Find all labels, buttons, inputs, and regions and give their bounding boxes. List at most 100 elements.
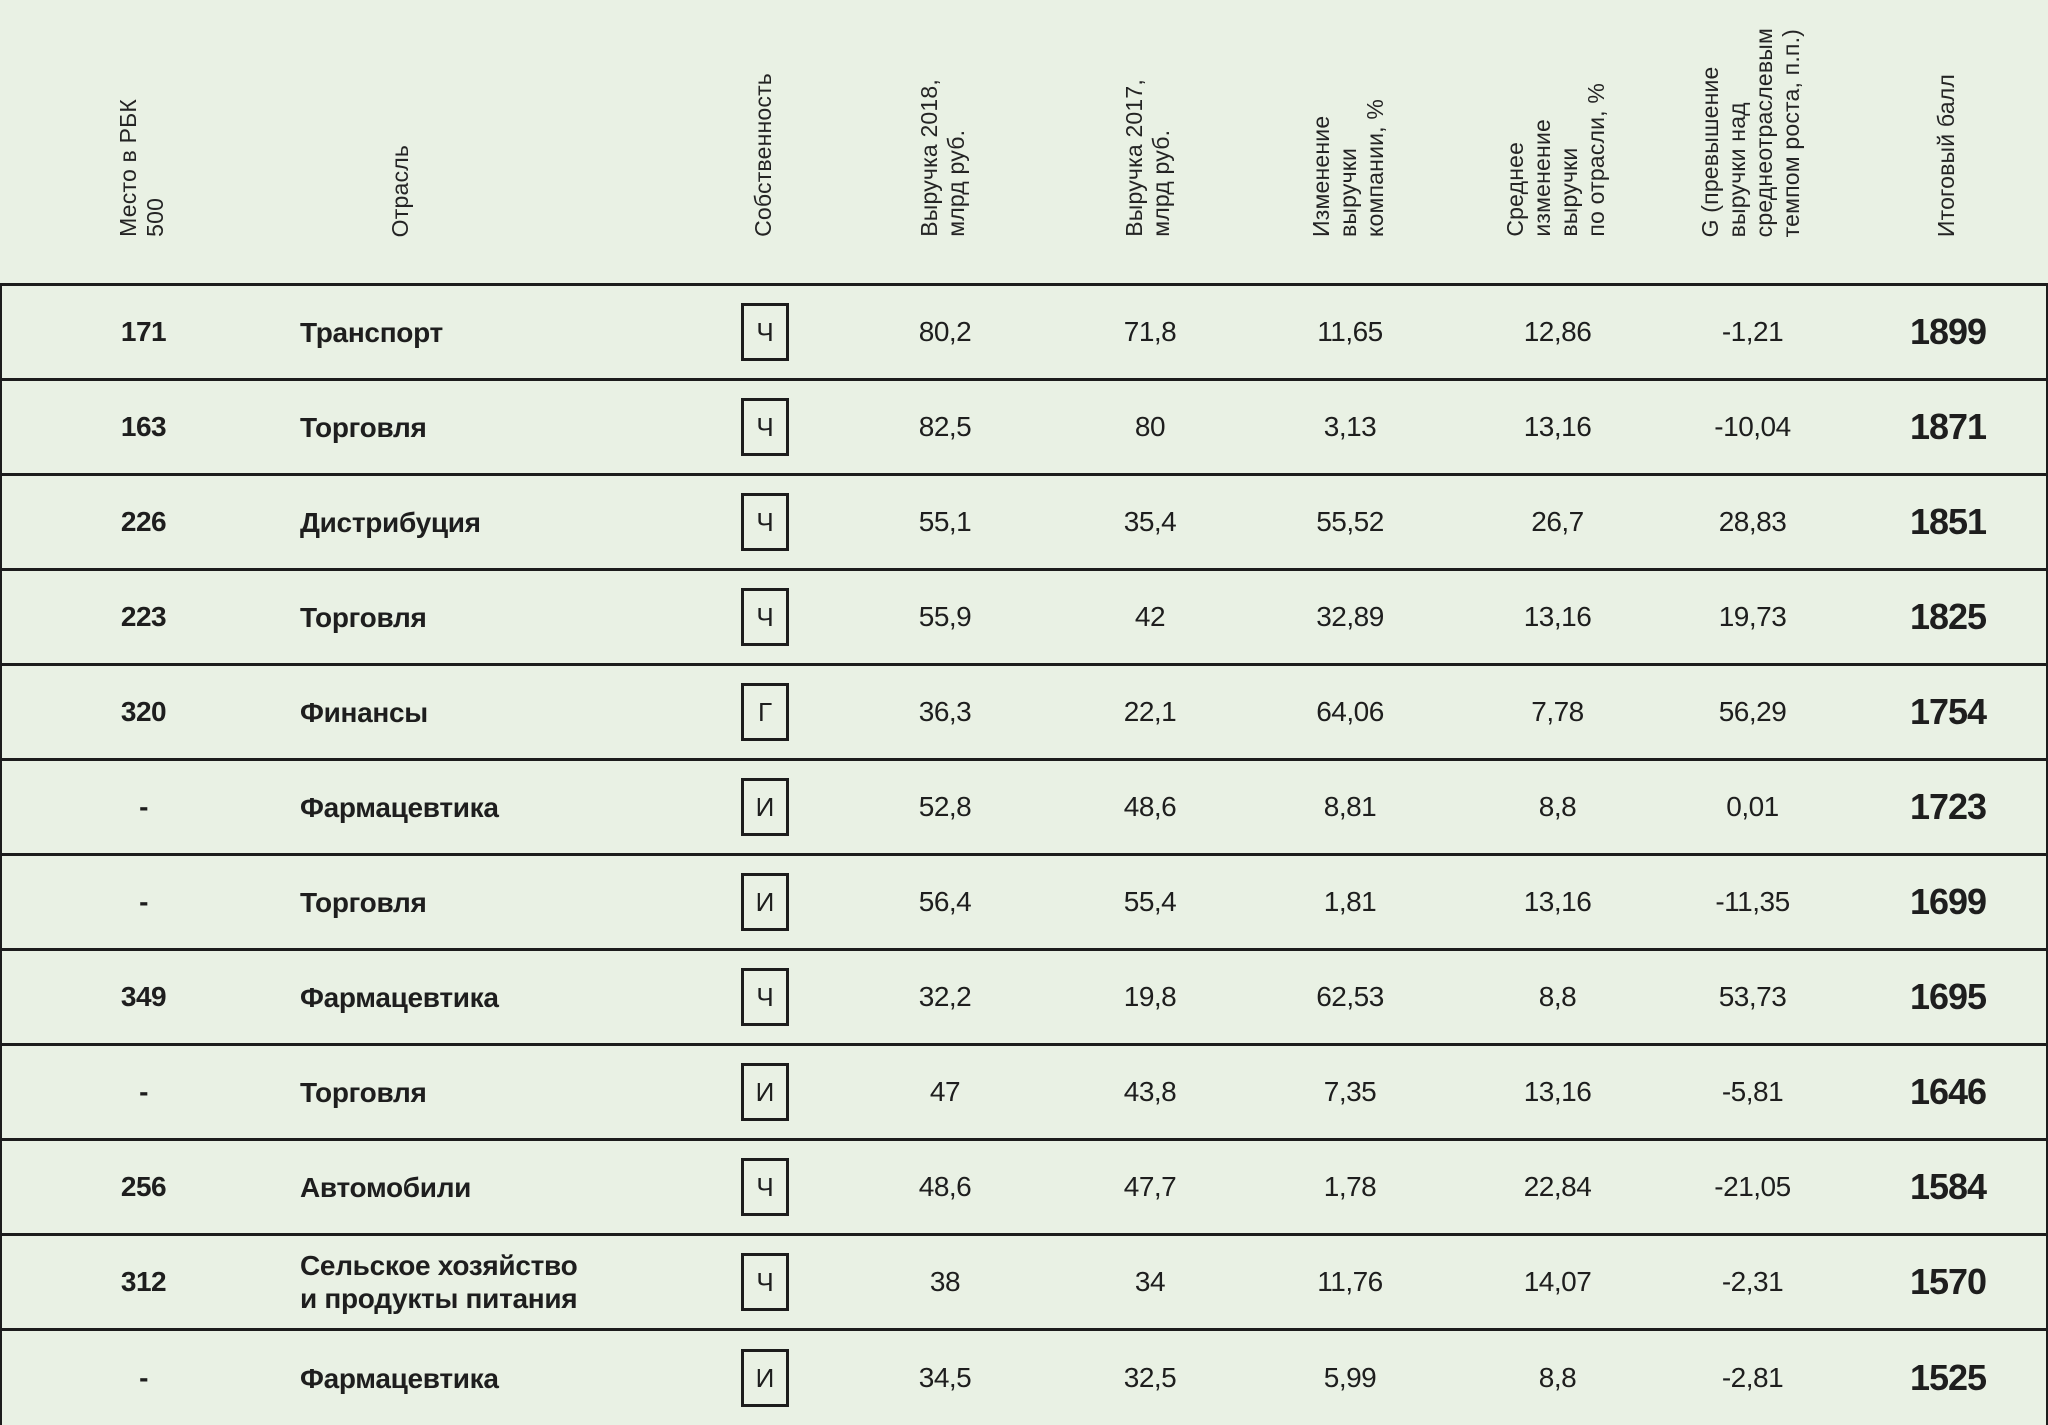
column-header-label: Изменение выручки компании, %	[1307, 99, 1388, 237]
revenue-2018-cell: 56,4	[918, 886, 972, 917]
ownership-cell: Ч	[700, 398, 830, 456]
revenue-2017-cell: 42	[1134, 601, 1166, 632]
total-score-cell: 1699	[1909, 881, 1987, 922]
column-header-label: Выручка 2017, млрд руб.	[1121, 79, 1174, 237]
table-row: - Торговля И 56,4 55,4 1,81 13,16 -11,35…	[2, 856, 2046, 951]
ownership-badge: И	[741, 778, 789, 836]
ownership-badge: Ч	[741, 398, 789, 456]
revenue-2017-cell: 48,6	[1123, 791, 1177, 822]
total-score-cell: 1570	[1909, 1261, 1987, 1302]
table-row: 226 Дистрибуция Ч 55,1 35,4 55,52 26,7 2…	[2, 476, 2046, 571]
g-excess-cell: 53,73	[1718, 981, 1787, 1012]
table-row: - Фармацевтика И 34,5 32,5 5,99 8,8 -2,8…	[2, 1331, 2046, 1425]
industry-cell: Торговля	[300, 411, 427, 443]
column-header-rank: Место в РБК 500	[0, 0, 283, 283]
g-excess-cell: -2,31	[1721, 1266, 1784, 1297]
table-row: 349 Фармацевтика Ч 32,2 19,8 62,53 8,8 5…	[2, 951, 2046, 1046]
g-excess-cell: 56,29	[1718, 696, 1787, 727]
ownership-cell: И	[700, 873, 830, 931]
rank-cell: 312	[120, 1266, 167, 1297]
rank-cell: -	[139, 886, 148, 917]
revenue-2017-cell: 55,4	[1123, 886, 1177, 917]
ownership-badge: И	[741, 1349, 789, 1407]
column-header-label: Собственность	[749, 73, 776, 237]
revenue-2018-cell: 38	[929, 1266, 961, 1297]
g-excess-cell: -1,21	[1721, 316, 1784, 347]
ownership-cell: И	[700, 1349, 830, 1407]
rank-cell: 226	[120, 506, 167, 537]
total-score-cell: 1646	[1909, 1071, 1987, 1112]
ownership-cell: И	[700, 1063, 830, 1121]
company-change-cell: 55,52	[1316, 506, 1384, 537]
column-header-label: Место в РБК 500	[114, 99, 168, 237]
table-row: 312 Сельское хозяйство и продукты питани…	[2, 1236, 2046, 1331]
industry-avg-change-cell: 8,8	[1538, 1362, 1577, 1393]
rank-cell: 223	[120, 601, 167, 632]
industry-cell: Фармацевтика	[300, 1362, 499, 1394]
revenue-2017-cell: 71,8	[1123, 316, 1177, 347]
industry-avg-change-cell: 8,8	[1538, 791, 1577, 822]
revenue-2018-cell: 47	[929, 1076, 961, 1107]
g-excess-cell: 28,83	[1718, 506, 1787, 537]
company-change-cell: 11,76	[1317, 1266, 1383, 1297]
company-change-cell: 1,78	[1323, 1171, 1377, 1202]
ownership-badge: Ч	[741, 1158, 789, 1216]
revenue-2018-cell: 48,6	[918, 1171, 972, 1202]
industry-avg-change-cell: 14,07	[1523, 1266, 1592, 1297]
ownership-cell: Ч	[700, 1158, 830, 1216]
revenue-2018-cell: 55,9	[918, 601, 972, 632]
revenue-2018-cell: 55,1	[918, 506, 972, 537]
industry-avg-change-cell: 13,16	[1523, 411, 1592, 442]
total-score-cell: 1584	[1909, 1166, 1987, 1207]
table-row: 171 Транспорт Ч 80,2 71,8 11,65 12,86 -1…	[2, 286, 2046, 381]
ownership-badge: И	[741, 873, 789, 931]
revenue-2018-cell: 80,2	[918, 316, 972, 347]
revenue-2017-cell: 43,8	[1123, 1076, 1177, 1107]
revenue-2017-cell: 19,8	[1123, 981, 1177, 1012]
rank-cell: -	[139, 1362, 148, 1393]
total-score-cell: 1825	[1909, 596, 1987, 637]
company-change-cell: 62,53	[1316, 981, 1384, 1012]
industry-cell: Торговля	[300, 886, 427, 918]
g-excess-cell: -10,04	[1714, 411, 1791, 442]
industry-avg-change-cell: 8,8	[1538, 981, 1577, 1012]
rank-cell: 256	[120, 1171, 167, 1202]
ownership-cell: Ч	[700, 303, 830, 361]
column-header-company-change: Изменение выручки компании, %	[1238, 0, 1458, 283]
ownership-badge: Ч	[741, 493, 789, 551]
table-row: 256 Автомобили Ч 48,6 47,7 1,78 22,84 -2…	[2, 1141, 2046, 1236]
industry-avg-change-cell: 13,16	[1523, 886, 1592, 917]
rank-cell: 163	[120, 411, 167, 442]
rank-cell: 320	[120, 696, 167, 727]
g-excess-cell: 19,73	[1718, 601, 1787, 632]
ownership-badge: Ч	[741, 1253, 789, 1311]
table-header: Место в РБК 500 Отрасль Собственность Вы…	[0, 0, 2048, 286]
column-header-revenue-2018: Выручка 2018, млрд руб.	[828, 0, 1058, 283]
industry-avg-change-cell: 26,7	[1531, 506, 1584, 537]
g-excess-cell: -11,35	[1715, 886, 1790, 917]
industry-avg-change-cell: 22,84	[1523, 1171, 1592, 1202]
g-excess-cell: 0,01	[1726, 791, 1779, 822]
total-score-cell: 1871	[1909, 406, 1987, 447]
industry-avg-change-cell: 13,16	[1523, 601, 1592, 632]
total-score-cell: 1851	[1909, 501, 1987, 542]
ownership-cell: Ч	[700, 493, 830, 551]
column-header-label: Выручка 2018, млрд руб.	[916, 79, 969, 237]
industry-cell: Фармацевтика	[300, 981, 499, 1013]
rank-cell: -	[139, 791, 148, 822]
ownership-badge: Ч	[741, 588, 789, 646]
industry-cell: Автомобили	[300, 1171, 472, 1203]
rank-cell: 349	[120, 981, 167, 1012]
industry-cell: Торговля	[300, 1076, 427, 1108]
total-score-cell: 1695	[1909, 976, 1987, 1017]
industry-avg-change-cell: 7,78	[1531, 696, 1584, 727]
g-excess-cell: -2,81	[1721, 1362, 1784, 1393]
ownership-cell: Ч	[700, 1253, 830, 1311]
company-change-cell: 3,13	[1323, 411, 1377, 442]
industry-cell: Торговля	[300, 601, 427, 633]
revenue-2017-cell: 35,4	[1123, 506, 1177, 537]
revenue-2018-cell: 52,8	[918, 791, 972, 822]
company-change-cell: 5,99	[1323, 1362, 1377, 1393]
ownership-badge: Ч	[741, 303, 789, 361]
